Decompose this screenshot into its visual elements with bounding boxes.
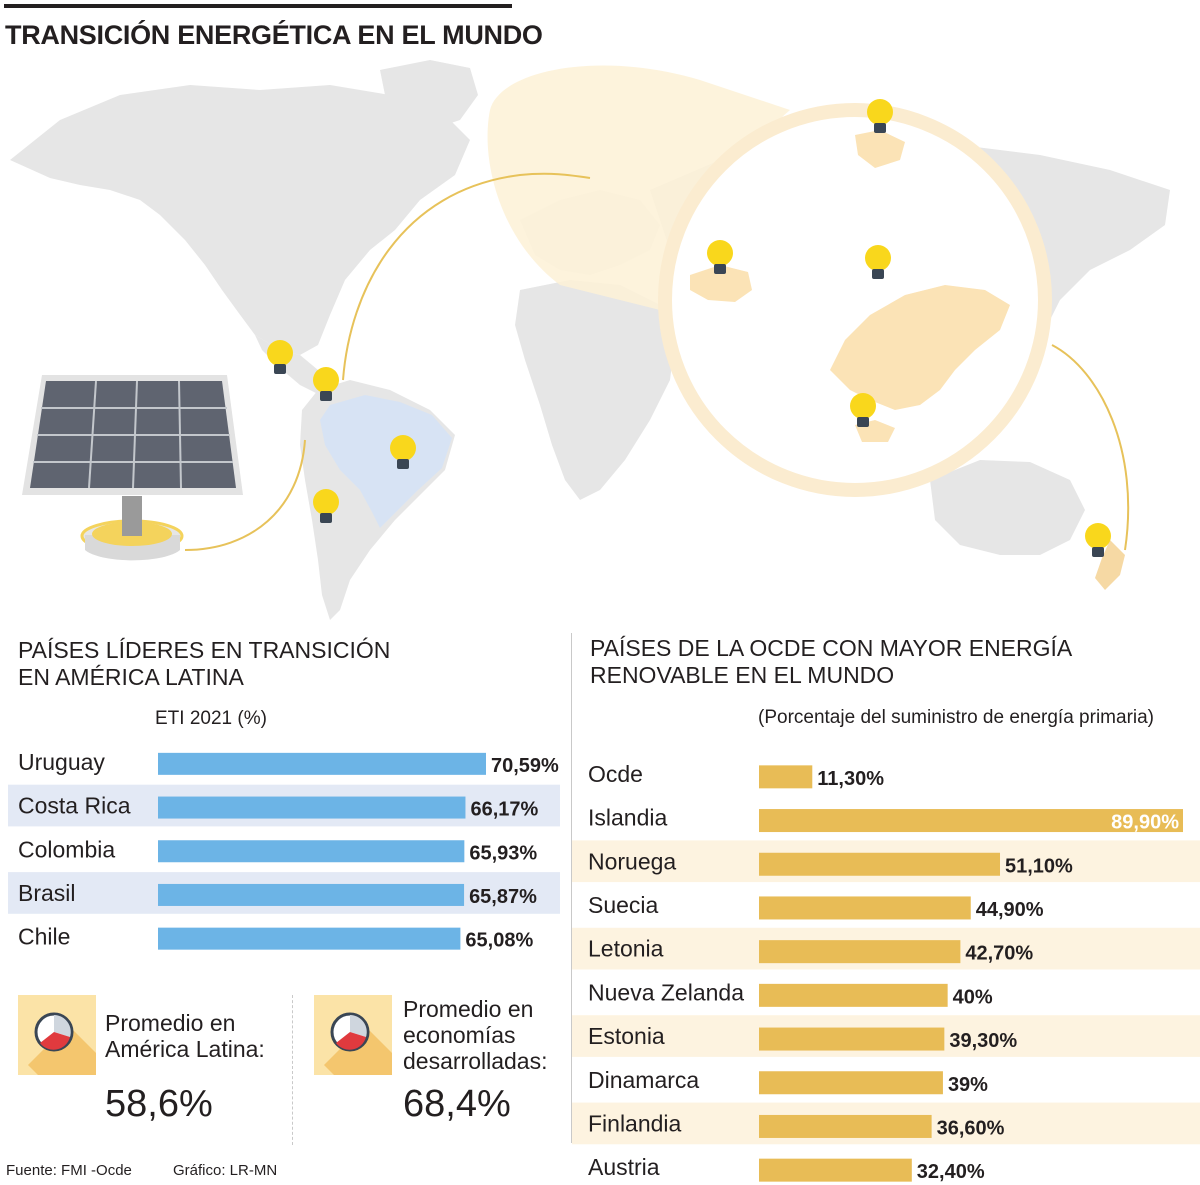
bar	[759, 852, 1001, 876]
bar	[759, 1071, 943, 1095]
page-title: TRANSICIÓN ENERGÉTICA EN EL MUNDO	[5, 20, 543, 50]
lightbulb-icon	[313, 367, 339, 401]
latam-metric-label: ETI 2021 (%)	[155, 708, 267, 729]
iceland-zoom-shape	[690, 265, 752, 302]
lightbulb-icon	[313, 489, 339, 523]
value-label: 65,87%	[469, 886, 537, 908]
latam-bar-chart: Uruguay 70,59% Costa Rica 66,17% Colombia 65,…	[8, 749, 560, 952]
bar	[759, 896, 971, 920]
value-label: 44,90%	[976, 899, 1044, 921]
magnifier-beam	[487, 65, 790, 320]
avg-latam-label: Promedio en América Latina:	[105, 1010, 265, 1062]
footer-source: Fuente: FMI -Ocde	[6, 1162, 132, 1179]
value-label: 65,93%	[469, 842, 537, 864]
ocde-metric-label: (Porcentaje del suministro de energía pr…	[758, 707, 1155, 728]
value-label: 40%	[953, 986, 993, 1008]
category-label: Costa Rica	[18, 793, 131, 819]
value-label: 39%	[948, 1074, 988, 1096]
lightbulb-icon	[1085, 523, 1111, 557]
new-zealand-shape	[1095, 540, 1125, 590]
bar	[158, 752, 486, 775]
averages-divider	[292, 995, 293, 1145]
value-label: 51,10%	[1005, 855, 1073, 877]
value-label: 65,08%	[465, 930, 533, 952]
category-label: Islandia	[588, 805, 667, 831]
connector-americas	[342, 172, 591, 381]
category-label: Brasil	[18, 880, 76, 906]
lightbulb-icon	[865, 245, 891, 279]
lightbulb-icon	[867, 99, 893, 133]
footer-credit: Gráfico: LR-MN	[173, 1162, 278, 1179]
avg-latam-label-line2: América Latina:	[105, 1036, 265, 1062]
category-label: Ocde	[588, 761, 643, 787]
ocde-title-line2: RENOVABLE EN EL MUNDO	[590, 662, 895, 688]
australia-shape	[930, 460, 1085, 555]
category-label: Finlandia	[588, 1110, 682, 1136]
value-label: 11,30%	[817, 768, 884, 790]
bar	[759, 1114, 932, 1138]
ocde-bar-chart: Ocde 11,30% Islandia 89,90% Noruega 51,10% Sue…	[572, 761, 1200, 1183]
bar	[158, 883, 465, 906]
bar	[759, 765, 813, 789]
lightbulb-icon	[390, 435, 416, 469]
avg-developed-value: 68,4%	[403, 1083, 511, 1125]
value-label: 32,40%	[917, 1161, 985, 1183]
latam-section-title: PAÍSES LÍDERES EN TRANSICIÓN EN AMÉRICA …	[18, 637, 390, 691]
bar	[158, 840, 465, 863]
lightbulb-icon	[850, 393, 876, 427]
ocde-title-line1: PAÍSES DE LA OCDE CON MAYOR ENERGÍA	[590, 635, 1073, 661]
value-label: 70,59%	[491, 755, 559, 777]
connector-oceania	[1051, 344, 1130, 551]
lightbulb-icon	[707, 240, 733, 274]
gauge-icon	[314, 995, 392, 1075]
category-label: Colombia	[18, 836, 115, 862]
value-label: 66,17%	[470, 799, 538, 821]
value-label: 89,90%	[1111, 812, 1179, 834]
avg-latam-value: 58,6%	[105, 1083, 213, 1125]
ocde-section-title: PAÍSES DE LA OCDE CON MAYOR ENERGÍA RENO…	[590, 635, 1072, 689]
bar	[759, 809, 1183, 833]
lightbulb-icon	[267, 340, 293, 374]
title-rule	[4, 4, 512, 8]
connector-solar	[184, 439, 306, 551]
category-label: Chile	[18, 924, 70, 950]
avg-latam-label-line1: Promedio en	[105, 1010, 236, 1036]
north-america-shape	[10, 85, 470, 355]
latam-title-line1: PAÍSES LÍDERES EN TRANSICIÓN	[18, 637, 391, 663]
category-label: Uruguay	[18, 749, 105, 775]
latam-title-line2: EN AMÉRICA LATINA	[18, 664, 244, 690]
bar	[158, 796, 466, 819]
bar	[759, 983, 948, 1007]
category-label: Suecia	[588, 892, 659, 918]
gauge-icon	[18, 995, 96, 1075]
avg-developed-label-line3: desarrolladas:	[403, 1048, 548, 1074]
bar	[158, 927, 461, 950]
category-label: Estonia	[588, 1023, 665, 1049]
avg-developed-label-line2: economías	[403, 1022, 516, 1048]
bar	[759, 1027, 945, 1051]
value-label: 39,30%	[949, 1030, 1017, 1052]
zoom-circle	[658, 103, 1052, 497]
category-label: Austria	[588, 1154, 660, 1180]
section-divider	[571, 633, 572, 1143]
category-label: Dinamarca	[588, 1067, 699, 1093]
value-label: 36,60%	[937, 1117, 1005, 1139]
category-label: Noruega	[588, 848, 676, 874]
value-label: 42,70%	[965, 943, 1033, 965]
world-map-illustration	[10, 60, 1170, 620]
brazil-shape	[320, 395, 452, 528]
africa-shape	[515, 280, 675, 500]
category-label: Nueva Zelanda	[588, 979, 744, 1005]
bar	[759, 940, 961, 964]
baltic-zoom-shape	[918, 335, 955, 375]
avg-developed-label-line1: Promedio en	[403, 996, 534, 1022]
svalbard-zoom-shape	[855, 130, 905, 168]
solar-panel-illustration	[22, 375, 243, 561]
greenland-shape	[380, 60, 478, 130]
category-label: Letonia	[588, 936, 664, 962]
avg-developed-label: Promedio en economías desarrolladas:	[403, 996, 547, 1074]
bar	[759, 1158, 912, 1182]
